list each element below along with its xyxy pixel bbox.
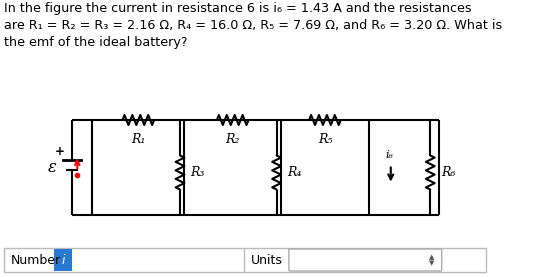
Text: R₄: R₄ — [287, 166, 301, 179]
Text: R₁: R₁ — [131, 133, 145, 146]
Text: R₅: R₅ — [318, 133, 332, 146]
Text: In the figure the current in resistance 6 is i₆ = 1.43 A and the resistances
are: In the figure the current in resistance … — [3, 2, 502, 49]
Text: Number: Number — [11, 253, 61, 266]
Text: i: i — [61, 253, 65, 266]
FancyBboxPatch shape — [289, 249, 442, 271]
FancyBboxPatch shape — [54, 249, 72, 271]
Text: ▼: ▼ — [429, 260, 435, 266]
Text: ▲: ▲ — [429, 254, 435, 260]
Text: R₆: R₆ — [441, 166, 455, 179]
Text: +: + — [55, 145, 65, 158]
Text: Units: Units — [251, 253, 283, 266]
Text: i₆: i₆ — [385, 150, 393, 160]
Text: R₃: R₃ — [191, 166, 205, 179]
Text: ε: ε — [48, 159, 57, 176]
Text: R₂: R₂ — [225, 133, 240, 146]
FancyBboxPatch shape — [4, 248, 486, 272]
